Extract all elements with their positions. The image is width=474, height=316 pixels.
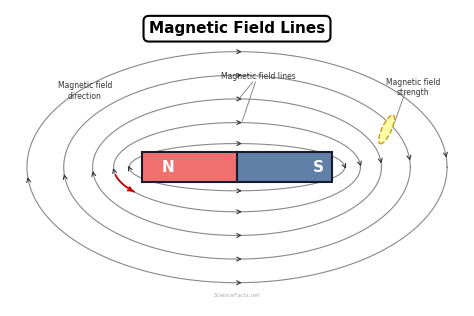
Text: ScienceFacts.net: ScienceFacts.net [214, 293, 260, 298]
Bar [143, 153, 331, 182]
Text: N: N [161, 160, 174, 175]
Ellipse shape [379, 115, 394, 144]
Text: Magnetic Field Lines: Magnetic Field Lines [149, 21, 325, 36]
Text: S: S [313, 160, 324, 175]
Bar [237, 153, 331, 182]
Bar [143, 153, 237, 182]
Text: Magnetic field
direction: Magnetic field direction [57, 81, 112, 101]
Text: Magnetic field lines: Magnetic field lines [220, 72, 295, 81]
Text: Magnetic field
strength: Magnetic field strength [386, 78, 440, 97]
